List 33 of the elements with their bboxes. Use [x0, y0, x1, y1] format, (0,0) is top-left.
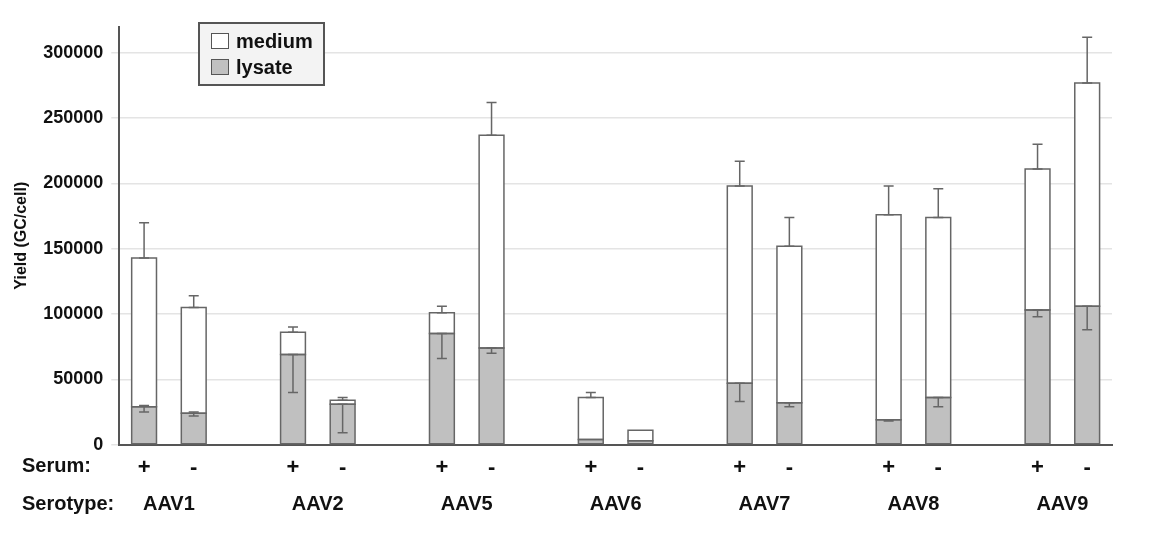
text: AAV9 [1036, 492, 1089, 515]
x-tick-label: + [733, 453, 747, 479]
x-tick-label: - [338, 453, 347, 479]
text: AAV6 [589, 492, 642, 515]
x-tick-label: - [636, 453, 645, 479]
text: Serotype: [22, 492, 115, 515]
y-tick-label: 300000 [43, 41, 104, 62]
x-tick-label: - [785, 453, 794, 479]
text: Serum: [22, 454, 91, 477]
y-tick-label: 50000 [53, 368, 104, 389]
y-tick-label: 250000 [43, 107, 104, 128]
x-tick-label: + [584, 453, 598, 479]
x-tick-label: + [137, 453, 151, 479]
y-axis-title: Yield (GC/cell) [12, 181, 30, 290]
x-tick-label: + [882, 453, 896, 479]
text: AAV8 [887, 492, 940, 515]
text: AAV2 [291, 492, 344, 515]
y-tick-label: 200000 [43, 172, 104, 193]
x-tick-label: + [435, 453, 449, 479]
y-tick-label: 150000 [43, 237, 104, 258]
x-tick-label: + [1031, 453, 1044, 479]
x-tick-label: - [934, 453, 942, 479]
text: AAV7 [738, 492, 791, 515]
x-tick-label: - [1083, 453, 1091, 479]
x-tick-label: - [487, 453, 496, 479]
y-tick-label: 100000 [43, 303, 104, 324]
y-tick-label: 0 [93, 433, 104, 454]
text: AAV5 [440, 492, 493, 515]
x-tick-label: + [286, 453, 300, 479]
x-tick-label: - [190, 453, 198, 479]
legend-label: lysate [236, 55, 293, 80]
text: AAV1 [142, 492, 195, 515]
legend-label: medium [236, 29, 313, 54]
